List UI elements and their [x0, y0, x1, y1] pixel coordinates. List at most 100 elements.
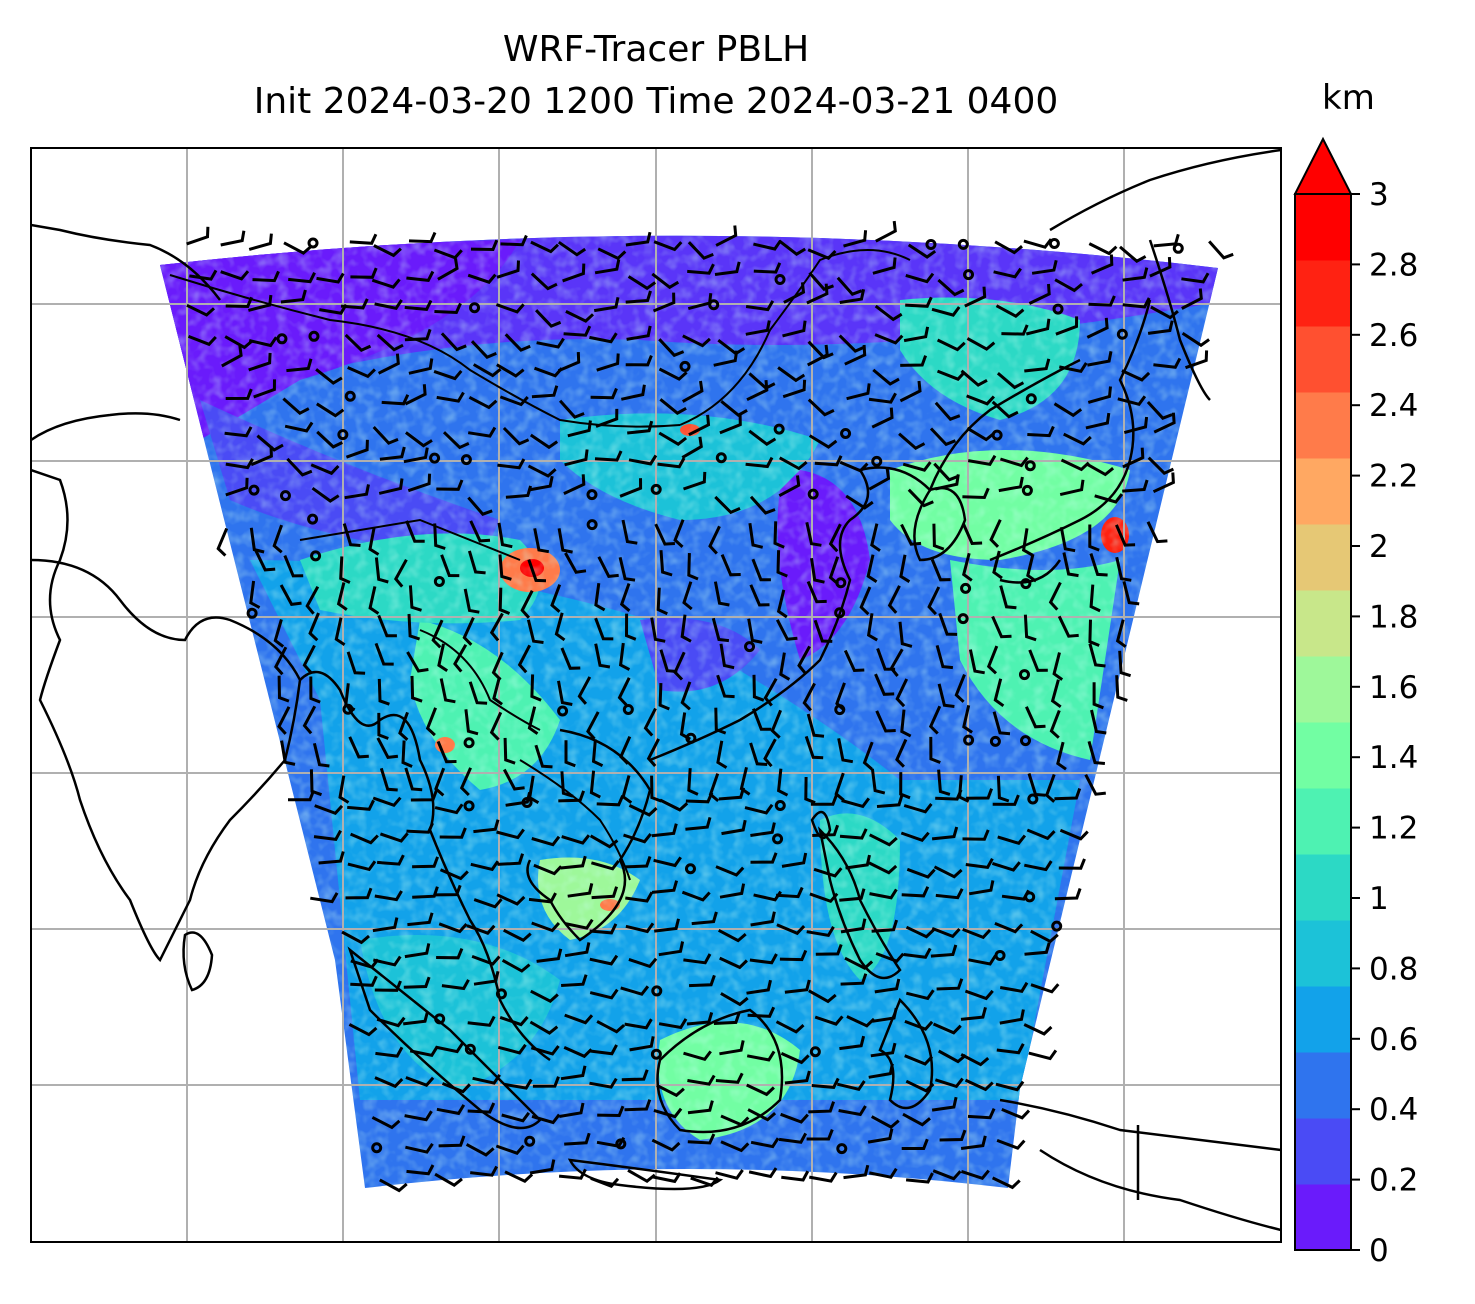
calm-wind-circle: [342, 703, 354, 715]
wind-barb: [440, 554, 460, 578]
wind-barb: [563, 1046, 593, 1059]
wind-barb: [999, 456, 1029, 468]
wind-barb: [899, 554, 911, 583]
wind-barb: [967, 454, 997, 466]
wind-barb: [377, 353, 400, 375]
wind-barb: [527, 464, 557, 478]
calm-wind-circle: [835, 577, 847, 589]
wind-barb: [590, 387, 618, 400]
wind-barb: [186, 303, 216, 317]
wind-barb: [503, 928, 532, 943]
wind-barb: [433, 248, 463, 260]
wind-barb: [874, 333, 904, 345]
wind-barb: [658, 431, 688, 447]
wind-barb: [859, 586, 872, 616]
wind-barb: [591, 886, 619, 900]
wind-barb: [962, 487, 990, 500]
wind-barb: [806, 283, 829, 305]
calm-wind-circle: [1052, 303, 1064, 315]
wind-barb: [1028, 1049, 1058, 1061]
wind-barb: [784, 979, 811, 994]
wind-barb: [470, 1165, 499, 1177]
calm-wind-circle: [307, 237, 319, 249]
wind-barb: [994, 922, 1024, 934]
colorbar-tick-label: 2.4: [1369, 388, 1418, 424]
wind-barb: [900, 709, 912, 738]
wind-barb: [408, 585, 422, 612]
wind-barb: [406, 270, 435, 283]
wind-barb: [960, 1007, 987, 1021]
wind-barb: [748, 1167, 778, 1179]
wind-barb: [1057, 615, 1079, 638]
wind-barb: [904, 1019, 934, 1031]
wind-barb: [750, 1137, 780, 1149]
wind-barb: [502, 768, 525, 791]
wind-barb: [746, 979, 772, 995]
wind-barb: [907, 243, 937, 259]
wind-barb: [377, 678, 390, 706]
wind-barb: [681, 436, 703, 459]
wind-barb: [350, 975, 378, 987]
wind-barb: [586, 711, 600, 740]
wind-barb: [875, 952, 905, 963]
wind-barb: [748, 522, 764, 549]
wind-barb: [520, 590, 534, 619]
wind-barb: [439, 678, 456, 704]
wind-barb: [560, 1065, 587, 1081]
wind-barb: [1054, 278, 1083, 293]
wind-barb: [992, 711, 1011, 736]
calm-wind-circle: [433, 575, 445, 587]
wind-barb: [504, 1078, 533, 1090]
wind-barb: [531, 385, 559, 399]
wind-barb: [995, 304, 1025, 319]
wind-barb: [374, 1076, 404, 1089]
wind-barb: [968, 649, 985, 675]
wind-barb: [577, 676, 592, 705]
wind-barb: [279, 584, 302, 607]
wind-barb: [528, 475, 554, 492]
wind-barb: [1031, 259, 1058, 275]
wind-barb: [867, 1128, 894, 1144]
wind-barb: [905, 272, 935, 284]
wind-barb: [680, 681, 692, 711]
wind-barb: [621, 1069, 649, 1082]
wind-barb: [398, 711, 409, 741]
wind-barb: [374, 557, 389, 584]
wind-barb: [931, 826, 959, 841]
wind-barb: [964, 286, 987, 308]
colorbar-tick-label: 0: [1369, 1233, 1389, 1269]
calm-wind-circle: [463, 737, 475, 749]
wind-barb: [225, 458, 254, 470]
wind-barb: [784, 1070, 811, 1085]
calm-wind-circle: [957, 613, 969, 625]
wind-barb: [808, 989, 837, 1004]
wind-barb: [813, 867, 843, 878]
wind-barb: [845, 854, 871, 870]
wind-barb: [656, 587, 668, 616]
wind-barb: [313, 829, 342, 842]
wind-barb: [1023, 238, 1053, 249]
wind-barb: [498, 554, 512, 581]
wind-barb: [286, 358, 313, 373]
wind-barb: [437, 258, 459, 281]
wind-barb: [625, 290, 652, 304]
wind-barb: [936, 369, 966, 381]
wind-barb: [802, 682, 816, 712]
wind-barb: [719, 414, 742, 435]
calm-wind-circle: [809, 1046, 821, 1058]
wind-barb: [716, 674, 735, 699]
wind-barb: [961, 552, 973, 582]
wind-barb: [936, 338, 966, 352]
wind-barb: [713, 581, 730, 607]
wind-barb: [348, 736, 369, 759]
wind-barb: [929, 427, 956, 447]
wind-barb: [902, 461, 932, 472]
wind-barb: [468, 395, 498, 410]
wind-barb: [1153, 357, 1182, 369]
wind-barb: [658, 1018, 688, 1030]
calm-wind-circle: [1024, 460, 1036, 472]
wind-barb: [594, 450, 623, 462]
wind-barb: [530, 272, 558, 291]
calm-wind-circle: [463, 800, 475, 812]
calm-wind-circle: [1021, 484, 1033, 496]
